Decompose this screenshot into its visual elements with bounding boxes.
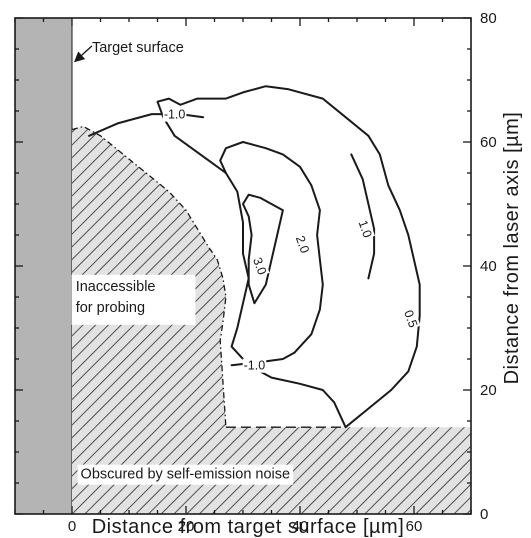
target-block — [14, 17, 73, 515]
contours-layer: 0.5 1.0 -1.0 -1.0 2.0 3.0 — [88, 85, 421, 429]
contour-line-1-1 — [350, 153, 376, 280]
contour-line-2-4 — [219, 141, 324, 354]
y-tick-label: 40 — [480, 258, 497, 275]
axes-layer: 0 20 40 60 0 20 40 60 80 Distance from target sur… — [14, 10, 523, 538]
obscured-label-box — [77, 464, 294, 485]
annotations-layer: Inaccessible for probing Obscured by self-… — [71, 40, 294, 485]
x-tick-label: 60 — [406, 518, 423, 535]
contour-label-1: 1.0 — [356, 218, 375, 239]
contour-label-bg-4 — [292, 232, 313, 257]
contour-label-bg-5 — [249, 254, 270, 278]
x-tick-label: 40 — [292, 518, 309, 535]
regions-layer — [14, 17, 471, 515]
contour-line-3-5 — [242, 193, 284, 305]
target-surface-arrow — [74, 45, 93, 63]
contour-label-0: 0.5 — [401, 308, 420, 329]
contour-label-5: 3.0 — [250, 256, 269, 277]
contour-line-1-2 — [88, 113, 205, 137]
y-tick-label: 80 — [480, 10, 497, 27]
x-tick-label: 20 — [178, 518, 195, 535]
contour-label-3: -1.0 — [244, 359, 266, 373]
x-tick-label: 0 — [68, 518, 76, 535]
contour-line-0-5-0 — [156, 85, 421, 429]
y-tick-label: 20 — [480, 382, 497, 399]
inaccessible-boundary — [71, 125, 227, 428]
target-surface-label: Target surface — [92, 40, 184, 56]
inaccessible-label-box — [71, 274, 196, 325]
y-axis-title: Distance from laser axis [µm] — [501, 112, 523, 385]
contour-label-bg-2 — [162, 107, 187, 122]
y-tick-label: 60 — [480, 134, 497, 151]
contour-label-bg-1 — [355, 217, 375, 241]
contour-label-bg-3 — [242, 358, 267, 373]
inaccessible-label-line-0: Inaccessible — [76, 279, 156, 295]
y-tick-label: 0 — [480, 506, 488, 523]
contour-label-2: -1.0 — [164, 108, 186, 122]
obscured-label: Obscured by self-emission noise — [81, 467, 291, 483]
contour-label-4: 2.0 — [293, 234, 312, 255]
x-axis-title: Distance from target surface [µm] — [92, 516, 405, 538]
inaccessible-label-line-1: for probing — [76, 300, 145, 316]
contour-label-bg-0 — [400, 307, 421, 331]
